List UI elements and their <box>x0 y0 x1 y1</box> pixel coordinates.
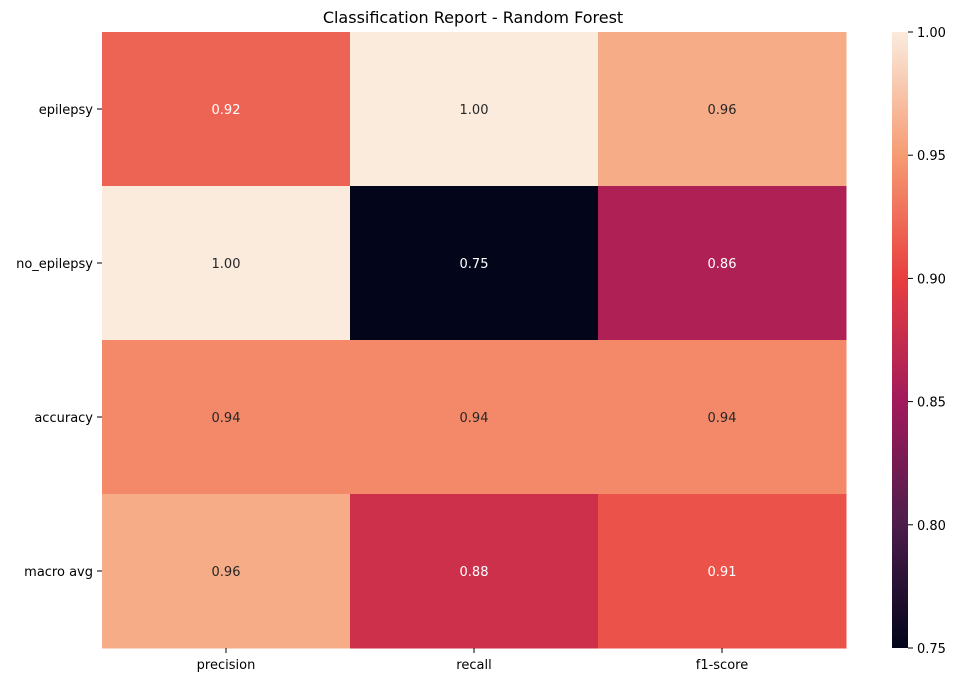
y-tick-label: no_epilepsy <box>16 257 93 272</box>
heatmap-cell <box>350 32 599 187</box>
heatmap-cell <box>350 340 599 495</box>
colorbar-tick-label: 0.90 <box>917 272 946 287</box>
colorbar-tick-label: 1.00 <box>917 26 946 41</box>
cell-value-label: 0.88 <box>460 565 489 580</box>
heatmap-cell <box>102 494 351 649</box>
cell-value-label: 1.00 <box>212 257 241 272</box>
colorbar-tick-label: 0.75 <box>917 642 946 657</box>
colorbar-tick-label: 0.85 <box>917 396 946 411</box>
x-tick-label: recall <box>456 658 491 673</box>
cell-value-label: 0.86 <box>708 257 737 272</box>
cell-value-label: 0.91 <box>708 565 737 580</box>
cell-value-label: 0.92 <box>212 103 241 118</box>
colorbar: 0.75 0.80 0.85 0.90 0.95 1.00 <box>892 26 946 657</box>
heatmap-cell <box>102 32 351 187</box>
heatmap-cell <box>598 340 847 495</box>
heatmap-cell <box>598 186 847 341</box>
y-tick-label: epilepsy <box>39 103 93 118</box>
x-tick-label: f1-score <box>696 658 748 673</box>
heatmap-cell <box>598 494 847 649</box>
x-tick-label: precision <box>197 658 256 673</box>
chart-title: Classification Report - Random Forest <box>323 8 623 27</box>
colorbar-tick-label: 0.95 <box>917 149 946 164</box>
y-tick-label: accuracy <box>34 411 93 426</box>
heatmap-cell <box>350 494 599 649</box>
y-tick-label: macro avg <box>24 565 93 580</box>
heatmap-cells <box>102 32 847 649</box>
heatmap-cell <box>350 186 599 341</box>
heatmap-cell <box>102 340 351 495</box>
colorbar-ticks: 0.75 0.80 0.85 0.90 0.95 1.00 <box>908 26 946 657</box>
cell-value-label: 0.96 <box>212 565 241 580</box>
x-axis: precision recall f1-score <box>197 648 748 673</box>
colorbar-tick-label: 0.80 <box>917 519 946 534</box>
heatmap-cell <box>598 32 847 187</box>
cell-value-label: 0.94 <box>212 411 241 426</box>
cell-value-label: 0.96 <box>708 103 737 118</box>
colorbar-gradient <box>892 32 908 648</box>
heatmap-cell <box>102 186 351 341</box>
cell-value-label: 1.00 <box>460 103 489 118</box>
y-axis: epilepsy no_epilepsy accuracy macro avg <box>16 103 102 580</box>
cell-value-label: 0.75 <box>460 257 489 272</box>
cell-annotations: 0.92 1.00 0.96 1.00 0.75 0.86 0.94 0.94 0.94 0.96… <box>212 103 737 580</box>
cell-value-label: 0.94 <box>460 411 489 426</box>
cell-value-label: 0.94 <box>708 411 737 426</box>
